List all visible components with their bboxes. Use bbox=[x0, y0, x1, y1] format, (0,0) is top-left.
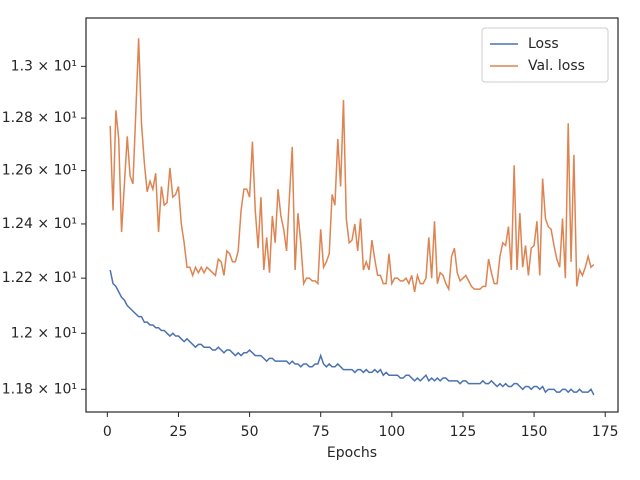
plot-frame bbox=[85, 17, 619, 413]
y-tick-label: 1.18 × 10¹ bbox=[2, 381, 77, 397]
x-tick-label: 75 bbox=[312, 424, 330, 440]
legend-label: Loss bbox=[528, 36, 559, 52]
series-line bbox=[109, 269, 595, 396]
x-tick-label: 25 bbox=[170, 424, 188, 440]
x-tick-label: 50 bbox=[241, 424, 259, 440]
y-tick-label: 1.3 × 10¹ bbox=[11, 58, 77, 74]
y-tick-label: 1.28 × 10¹ bbox=[2, 110, 77, 126]
x-axis-label: Epochs bbox=[327, 445, 377, 461]
y-tick-label: 1.26 × 10¹ bbox=[2, 163, 77, 179]
x-tick-label: 175 bbox=[592, 424, 619, 440]
x-tick-label: 100 bbox=[378, 424, 405, 440]
y-tick-label: 1.24 × 10¹ bbox=[2, 216, 77, 232]
series-line bbox=[109, 38, 595, 292]
legend-label: Val. loss bbox=[528, 58, 585, 74]
y-tick-label: 1.22 × 10¹ bbox=[2, 270, 77, 286]
x-tick-label: 125 bbox=[450, 424, 477, 440]
y-tick-label: 1.2 × 10¹ bbox=[11, 325, 77, 341]
legend-box bbox=[481, 27, 609, 83]
x-tick-label: 0 bbox=[103, 424, 112, 440]
x-tick-label: 150 bbox=[521, 424, 548, 440]
